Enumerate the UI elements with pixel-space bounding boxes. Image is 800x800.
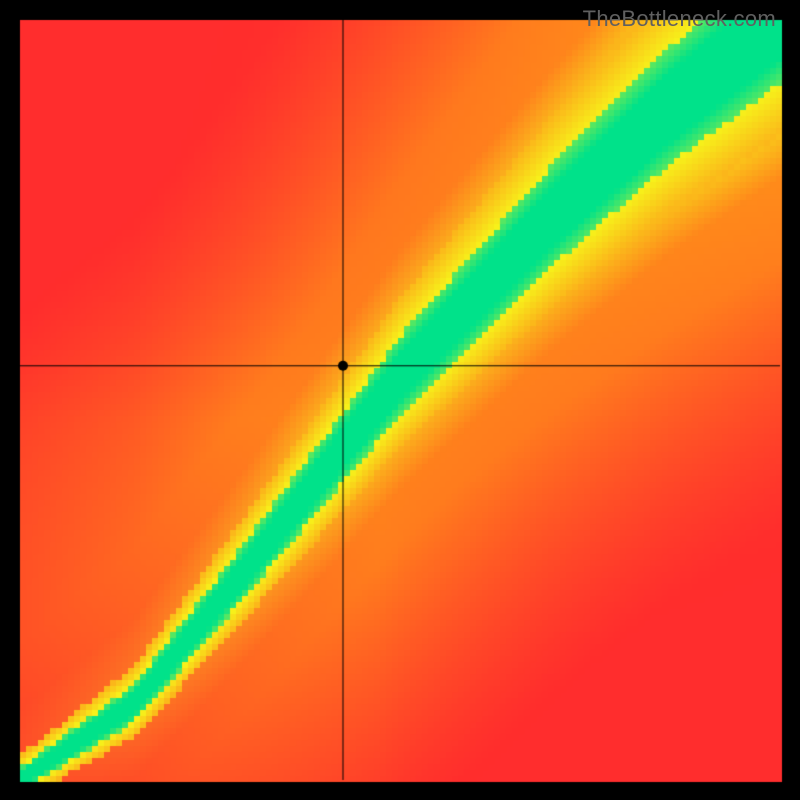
gradient-heatmap-canvas <box>0 0 800 800</box>
watermark-text: TheBottleneck.com <box>583 6 776 32</box>
